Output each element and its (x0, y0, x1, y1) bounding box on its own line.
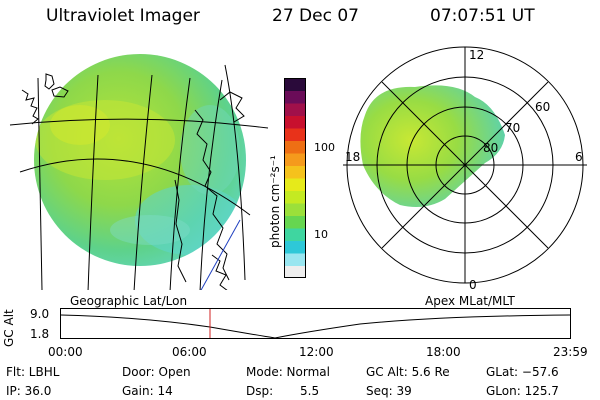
observation-date: 27 Dec 07 (272, 6, 359, 26)
observation-time: 07:07:51 UT (430, 6, 535, 26)
gain-status: Gain: 14 (122, 384, 173, 398)
colorbar-cell (284, 228, 306, 241)
altitude-curve (60, 314, 571, 339)
polar-plot: 12 0 18 6 60 70 80 (343, 46, 587, 292)
geographic-coords-title: Geographic Lat/Lon (70, 294, 188, 308)
colorbar-cell (284, 78, 306, 91)
colorbar-cells (284, 78, 306, 278)
colorbar-cell (284, 90, 306, 104)
altitude-axis-label: GC Alt (2, 309, 16, 347)
colorbar-cell (284, 203, 306, 216)
ip-status: IP: 36.0 (6, 384, 52, 398)
mlt-label-0: 0 (469, 278, 477, 292)
altitude-plot (60, 308, 571, 339)
geographic-disk (34, 54, 246, 266)
door-status: Door: Open (122, 365, 191, 379)
mlat-label-70: 70 (505, 121, 520, 135)
geographic-image (9, 54, 269, 290)
time-tick-0600: 06:00 (172, 345, 207, 359)
filter-status: Flt: LBHL (6, 365, 60, 379)
colorbar (284, 78, 306, 278)
coastlines (21, 73, 245, 290)
colorbar-cell (284, 165, 306, 179)
auroral-oval-image (360, 85, 505, 207)
geo-latitude-status: GLat: −57.6 (486, 365, 559, 379)
mlat-label-80: 80 (483, 141, 498, 155)
colorbar-cell (284, 115, 306, 129)
mlt-label-12: 12 (469, 48, 484, 62)
colorbar-cell (284, 240, 306, 254)
apex-coords-title: Apex MLat/MLT (425, 294, 515, 308)
gc-altitude-status: GC Alt: 5.6 Re (366, 365, 450, 379)
colorbar-cell (284, 215, 306, 229)
colorbar-cell (284, 140, 306, 154)
altitude-tick-max: 9.0 (30, 307, 50, 321)
colorbar-tick-100: 100 (314, 141, 335, 154)
altitude-tick-min: 1.8 (30, 327, 50, 341)
colorbar-unit-label: photon cm⁻²s⁻¹ (268, 155, 282, 248)
time-tick-2359: 23:59 (553, 345, 588, 359)
colorbar-cell (284, 178, 306, 191)
colorbar-cell (284, 103, 306, 116)
colorbar-cell (284, 153, 306, 166)
colorbar-cell (284, 128, 306, 141)
time-tick-0000: 00:00 (48, 345, 83, 359)
altitude-plot-frame (60, 308, 571, 339)
mlt-label-18: 18 (345, 150, 360, 164)
time-tick-1800: 18:00 (426, 345, 461, 359)
colorbar-cell (284, 265, 306, 278)
dsp-value: 5.5 (300, 384, 320, 398)
colorbar-tick-10: 10 (314, 228, 328, 241)
mlt-label-6: 6 (575, 150, 583, 164)
colorbar-cell (284, 253, 306, 266)
geo-longitude-status: GLon: 125.7 (486, 384, 559, 398)
mlat-label-60: 60 (535, 100, 550, 114)
lat-lon-grid (9, 64, 269, 290)
sequence-status: Seq: 39 (366, 384, 412, 398)
polar-axis-diagonal-2 (381, 81, 549, 249)
time-tick-1200: 12:00 (299, 345, 334, 359)
mode-status: Mode: Normal (246, 365, 330, 379)
terminator-line (200, 219, 241, 290)
instrument-title: Ultraviolet Imager (46, 6, 200, 26)
dsp-label: Dsp: (246, 384, 274, 398)
colorbar-frame (284, 78, 306, 278)
colorbar-cell (284, 190, 306, 204)
